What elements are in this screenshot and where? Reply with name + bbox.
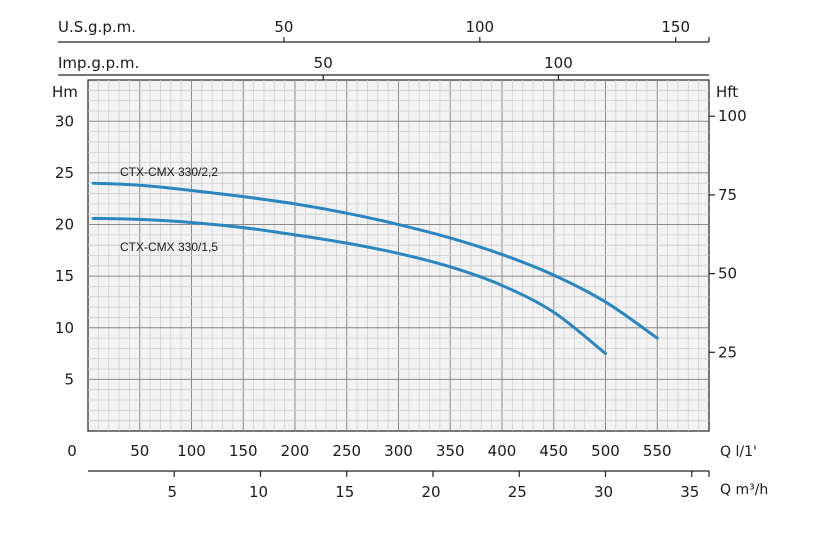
left-y-axis-label: Hm	[52, 83, 78, 101]
m3h-tick-label: 30	[594, 483, 613, 501]
x-tick-label: 450	[539, 442, 568, 460]
us-gpm-tick-label: 50	[274, 18, 293, 36]
primary-x-ticks: 50 100 150 200 250 300 350 400 450 500 550	[130, 442, 671, 460]
grid	[88, 80, 709, 431]
us-gpm-axis-label: U.S.g.p.m.	[58, 18, 136, 36]
left-y-tick-label: 10	[55, 319, 74, 337]
x-tick-label: 300	[384, 442, 413, 460]
x-tick-label: 200	[281, 442, 310, 460]
primary-x-axis-label: Q l/1'	[720, 444, 757, 460]
m3h-tick-label: 10	[249, 483, 268, 501]
right-y-tick-label: 50	[718, 265, 737, 283]
left-y-tick-label: 30	[55, 112, 74, 130]
us-gpm-ticks: 50 100 150	[274, 18, 690, 42]
right-y-tick-label: 100	[718, 107, 747, 125]
imp-gpm-tick-label: 100	[544, 54, 573, 72]
m3h-tick-label: 25	[508, 483, 527, 501]
series-label-330-2-2: CTX-CMX 330/2,2	[120, 165, 218, 179]
m3h-tick-label: 35	[680, 483, 699, 501]
x-axis-origin-label: 0	[67, 442, 77, 460]
series-line-330-1-5	[91, 216, 607, 356]
m3h-tick-label: 15	[335, 483, 354, 501]
us-gpm-tick-label: 150	[661, 18, 690, 36]
x-tick-label: 400	[488, 442, 517, 460]
x-tick-label: 50	[130, 442, 149, 460]
m3h-axis-label: Q m³/h	[720, 482, 768, 498]
left-y-tick-label: 20	[55, 216, 74, 234]
right-y-ticks: 25 50 75 100	[709, 107, 747, 361]
x-tick-label: 150	[229, 442, 258, 460]
imp-gpm-ticks: 50 100	[314, 54, 573, 80]
x-tick-label: 350	[436, 442, 465, 460]
imp-gpm-tick-label: 50	[314, 54, 333, 72]
left-y-tick-label: 5	[64, 370, 74, 388]
right-y-tick-label: 25	[718, 343, 737, 361]
right-y-tick-label: 75	[718, 186, 737, 204]
x-tick-label: 500	[591, 442, 620, 460]
x-tick-label: 100	[177, 442, 206, 460]
left-y-tick-label: 15	[55, 267, 74, 285]
right-y-axis-label: Hft	[716, 83, 738, 101]
left-y-tick-label: 25	[55, 164, 74, 182]
us-gpm-tick-label: 100	[465, 18, 494, 36]
m3h-ticks: 5 10 15 20 25 30 35	[167, 471, 699, 501]
left-y-ticks: 5 10 15 20 25 30	[55, 112, 74, 388]
x-tick-label: 250	[332, 442, 361, 460]
m3h-tick-label: 20	[421, 483, 440, 501]
series-label-330-1-5: CTX-CMX 330/1,5	[120, 240, 218, 254]
imp-gpm-axis-label: Imp.g.p.m.	[58, 54, 139, 72]
m3h-tick-label: 5	[167, 483, 177, 501]
curves	[91, 181, 659, 356]
series-line-330-2-2	[91, 181, 659, 340]
x-tick-label: 550	[643, 442, 672, 460]
